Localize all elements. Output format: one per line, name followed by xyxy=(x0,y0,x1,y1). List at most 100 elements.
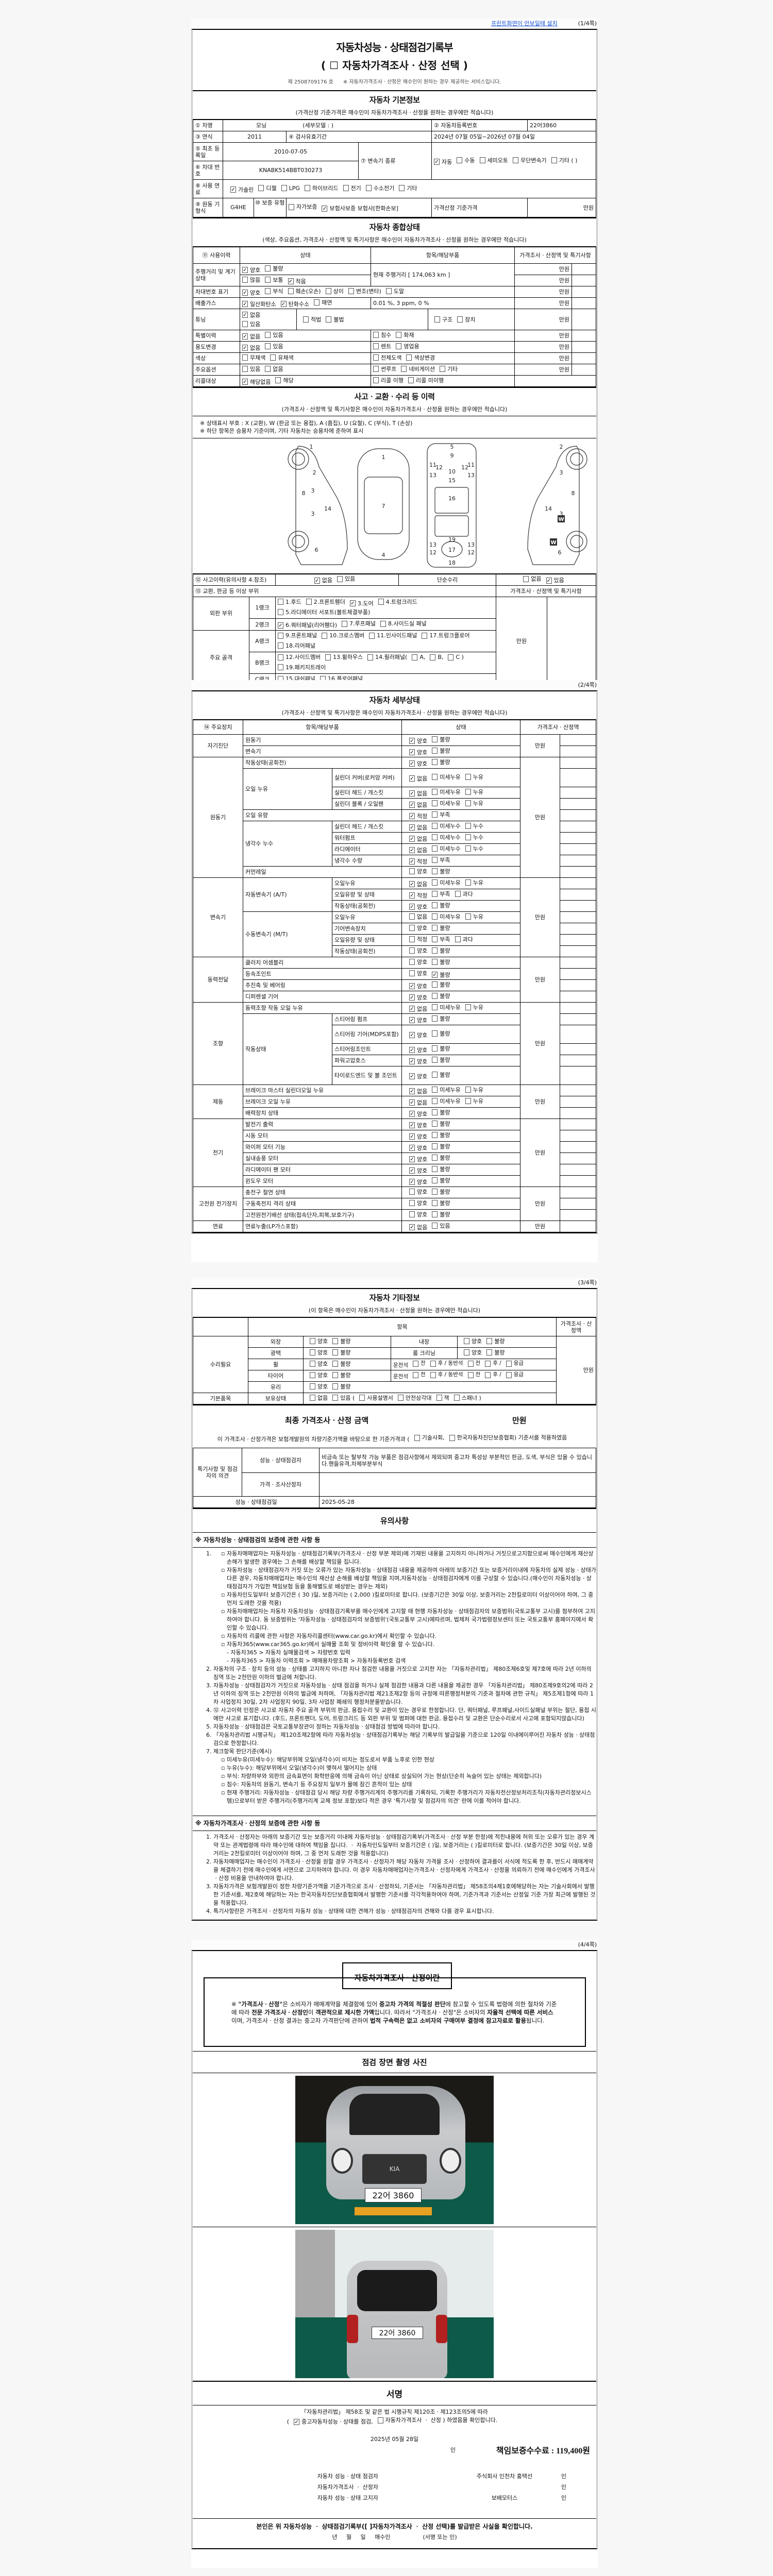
checkbox[interactable] xyxy=(455,891,461,897)
price-note[interactable] xyxy=(560,1198,596,1210)
checkbox[interactable] xyxy=(465,879,471,886)
checkbox[interactable] xyxy=(332,1395,339,1401)
checkbox[interactable] xyxy=(432,1132,438,1138)
price-note[interactable] xyxy=(572,341,596,353)
price-note[interactable] xyxy=(560,968,596,980)
checkbox[interactable]: ✓ xyxy=(409,1047,415,1053)
checkbox[interactable]: ✓ xyxy=(409,1145,415,1151)
checkbox[interactable]: ✓ xyxy=(409,1006,415,1012)
checkbox[interactable] xyxy=(432,1004,438,1010)
checkbox[interactable]: ✓ xyxy=(409,813,415,819)
checkbox[interactable] xyxy=(265,265,271,272)
checkbox[interactable] xyxy=(325,654,331,660)
checkbox[interactable] xyxy=(306,599,312,605)
price-note[interactable] xyxy=(572,309,596,330)
checkbox[interactable] xyxy=(430,1360,436,1367)
checkbox[interactable] xyxy=(453,1395,460,1401)
checkbox[interactable]: ✓ xyxy=(432,972,438,978)
checkbox[interactable]: ✓ xyxy=(409,1073,415,1079)
checkbox[interactable] xyxy=(373,343,379,350)
price-note[interactable] xyxy=(560,1084,596,1096)
price-note[interactable] xyxy=(572,263,596,275)
checkbox[interactable] xyxy=(432,902,438,908)
checkbox[interactable] xyxy=(432,1143,438,1149)
checkbox[interactable] xyxy=(432,1211,438,1218)
checkbox[interactable] xyxy=(432,748,438,754)
price-note[interactable] xyxy=(560,900,596,912)
price-note[interactable] xyxy=(560,1066,596,1085)
checkbox[interactable]: ✓ xyxy=(409,1058,415,1064)
checkbox[interactable] xyxy=(409,959,415,965)
checkbox[interactable] xyxy=(406,354,412,361)
checkbox[interactable] xyxy=(342,620,348,627)
checkbox[interactable]: ✓ xyxy=(409,836,415,842)
price-note[interactable] xyxy=(572,330,596,342)
checkbox[interactable]: ✓ xyxy=(294,2419,300,2425)
checkbox[interactable] xyxy=(432,1121,438,1127)
checkbox[interactable] xyxy=(265,343,271,349)
checkbox[interactable]: ✓ xyxy=(409,858,415,865)
checkbox[interactable] xyxy=(409,936,415,943)
checkbox[interactable] xyxy=(465,913,471,920)
checkbox[interactable] xyxy=(412,654,418,660)
checkbox[interactable] xyxy=(359,1395,365,1401)
price-note[interactable] xyxy=(547,596,596,686)
checkbox[interactable] xyxy=(265,277,271,283)
checkbox[interactable]: ✓ xyxy=(409,775,415,782)
checkbox[interactable] xyxy=(467,1360,474,1367)
price-note[interactable] xyxy=(560,1013,596,1025)
checkbox[interactable]: ✓ xyxy=(242,333,248,340)
checkbox[interactable] xyxy=(401,366,407,372)
checkbox[interactable]: ✓ xyxy=(409,1167,415,1174)
checkbox[interactable] xyxy=(432,1015,438,1022)
checkbox[interactable]: ✓ xyxy=(409,983,415,989)
checkbox[interactable] xyxy=(432,1087,438,1093)
checkbox[interactable] xyxy=(409,970,415,976)
price-note[interactable] xyxy=(560,843,596,855)
checkbox[interactable]: ✓ xyxy=(409,738,415,744)
checkbox[interactable] xyxy=(551,157,557,163)
price-note[interactable] xyxy=(560,768,596,787)
checkbox[interactable]: ✓ xyxy=(409,904,415,910)
checkbox[interactable]: ✓ xyxy=(242,290,248,296)
checkbox[interactable] xyxy=(380,620,386,627)
price-note[interactable] xyxy=(560,1130,596,1142)
checkbox[interactable]: ✓ xyxy=(409,892,415,899)
checkbox[interactable] xyxy=(439,366,445,372)
checkbox[interactable] xyxy=(265,288,271,294)
price-note[interactable] xyxy=(572,286,596,298)
checkbox[interactable]: ✓ xyxy=(278,622,283,629)
checkbox[interactable]: ✓ xyxy=(409,881,415,887)
checkbox[interactable] xyxy=(479,157,485,163)
price-note[interactable] xyxy=(560,1209,596,1221)
checkbox[interactable]: ✓ xyxy=(409,1099,415,1106)
price-note[interactable] xyxy=(560,911,596,923)
price-note[interactable] xyxy=(560,1141,596,1153)
checkbox[interactable] xyxy=(432,736,438,742)
checkbox[interactable] xyxy=(485,1360,491,1367)
price-note[interactable] xyxy=(560,832,596,844)
checkbox[interactable] xyxy=(325,288,331,294)
price-note[interactable] xyxy=(560,957,596,969)
checkbox[interactable] xyxy=(432,936,438,943)
checkbox[interactable]: ✓ xyxy=(409,1133,415,1140)
checkbox[interactable]: ✓ xyxy=(409,790,415,796)
checkbox[interactable] xyxy=(278,632,283,639)
checkbox[interactable] xyxy=(242,277,248,283)
price-note[interactable] xyxy=(560,855,596,867)
checkbox[interactable] xyxy=(409,1189,415,1195)
checkbox[interactable] xyxy=(432,891,438,897)
price-note[interactable] xyxy=(560,1153,596,1164)
checkbox[interactable]: ✓ xyxy=(242,379,248,385)
checkbox[interactable] xyxy=(432,1030,438,1037)
checkbox[interactable] xyxy=(409,868,415,875)
checkbox[interactable] xyxy=(409,947,415,954)
checkbox[interactable] xyxy=(409,1211,415,1218)
checkbox[interactable] xyxy=(432,823,438,829)
checkbox[interactable] xyxy=(465,834,471,840)
price-note[interactable] xyxy=(560,877,596,889)
checkbox[interactable] xyxy=(432,1098,438,1104)
checkbox[interactable] xyxy=(369,632,375,639)
checkbox[interactable] xyxy=(399,185,405,191)
checkbox[interactable]: ✓ xyxy=(409,847,415,853)
